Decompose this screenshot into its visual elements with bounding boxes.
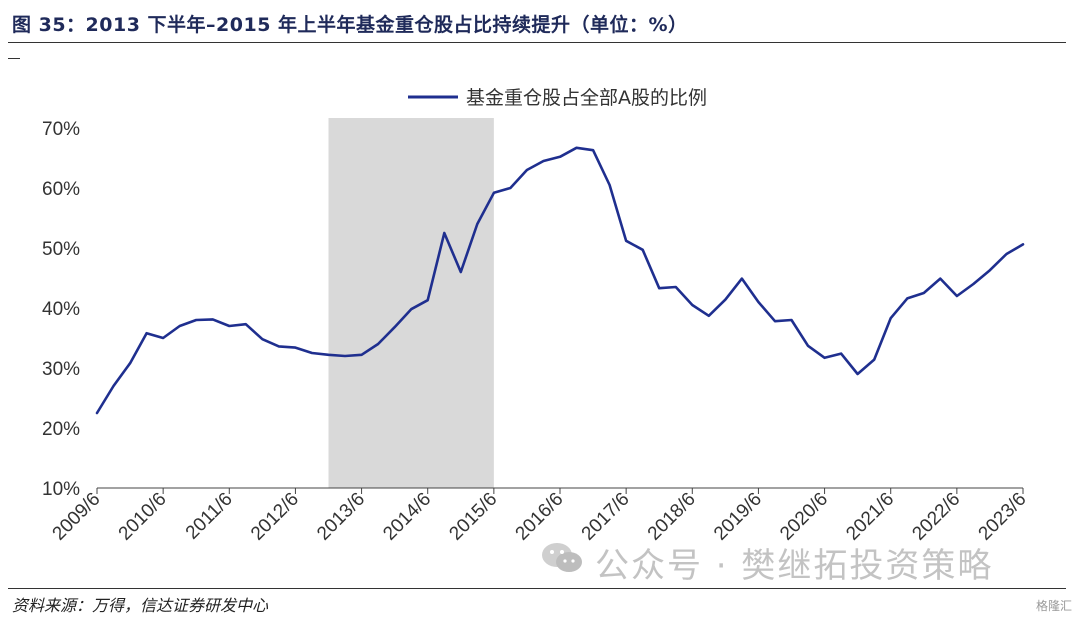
y-tick-label: 20% xyxy=(42,419,80,440)
highlight-layer xyxy=(328,118,494,488)
top-rule-tick xyxy=(8,58,20,59)
x-tick-label: 2021/6 xyxy=(842,489,898,545)
x-tick-label: 2013/6 xyxy=(313,489,369,545)
top-rule xyxy=(8,42,1066,43)
series-layer xyxy=(95,146,1025,415)
y-tick-label: 10% xyxy=(42,479,80,500)
y-tick-label: 40% xyxy=(42,299,80,320)
x-tick-label: 2022/6 xyxy=(908,489,964,545)
legend-label: 基金重仓股占全部A股的比例 xyxy=(466,87,707,109)
y-tick-label: 70% xyxy=(42,119,80,140)
y-tick-label: 50% xyxy=(42,239,80,260)
x-tick-label: 2010/6 xyxy=(115,489,171,545)
x-tick-label: 2014/6 xyxy=(379,489,435,545)
corner-logo: 格隆汇 xyxy=(1035,599,1072,613)
bottom-rule xyxy=(8,588,1066,589)
x-tick-label: 2017/6 xyxy=(578,489,634,545)
y-tick-label: 30% xyxy=(42,359,80,380)
watermark: 公众号 · 樊继拓投资策略 xyxy=(595,546,994,586)
x-tick-label: 2018/6 xyxy=(644,489,700,545)
x-tick-label: 2023/6 xyxy=(975,489,1031,545)
y-tick-label: 60% xyxy=(42,179,80,200)
x-tick-label: 2011/6 xyxy=(182,489,237,544)
series-line xyxy=(95,146,1025,415)
x-tick-label: 2016/6 xyxy=(512,489,568,545)
highlight-band xyxy=(328,118,494,488)
wechat-icon xyxy=(542,543,582,572)
x-tick-label: 2012/6 xyxy=(247,489,303,545)
x-tick-label: 2019/6 xyxy=(710,489,766,545)
legend: 基金重仓股占全部A股的比例 xyxy=(408,87,707,109)
figure-title: 图 35：2013 下半年–2015 年上半年基金重仓股占比持续提升（单位：%） xyxy=(12,14,688,36)
source-note: 资料来源：万得，信达证券研发中心 xyxy=(12,596,269,615)
x-tick-label: 2015/6 xyxy=(445,489,501,545)
x-tick-label: 2020/6 xyxy=(776,489,832,545)
axis-layer: 10%20%30%40%50%60%70%2009/6 2010/6 2011/6 2… xyxy=(42,119,1031,545)
